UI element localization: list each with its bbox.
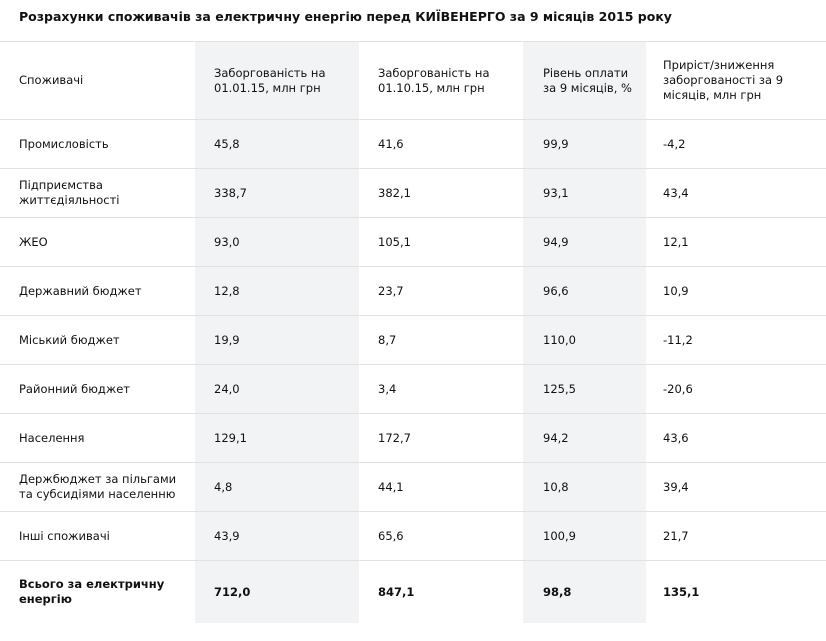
header-debt-change: Приріст/зниження заборгованості за 9 міс…	[646, 41, 826, 120]
total-debt-change: 135,1	[646, 560, 826, 623]
table-row: Державний бюджет 12,8 23,7 96,6 10,9	[0, 266, 826, 316]
table-header-row: Споживачі Заборгованість на 01.01.15, мл…	[0, 41, 826, 120]
row-consumer: Держбюджет за пільгами та субсидіями нас…	[0, 462, 195, 512]
header-debt-start: Заборгованість на 01.01.15, млн грн	[195, 41, 359, 120]
table-row: Промисловість 45,8 41,6 99,9 -4,2	[0, 119, 826, 169]
row-debt-end: 23,7	[359, 266, 523, 316]
row-debt-change: 39,4	[646, 462, 826, 512]
row-debt-change: -20,6	[646, 364, 826, 414]
row-consumer: Державний бюджет	[0, 266, 195, 316]
total-debt-end: 847,1	[359, 560, 523, 623]
row-debt-start: 129,1	[195, 413, 359, 463]
row-payment-level: 96,6	[523, 266, 646, 316]
row-consumer: Міський бюджет	[0, 315, 195, 365]
table-total-row: Всього за електричну енергію 712,0 847,1…	[0, 560, 826, 623]
row-payment-level: 10,8	[523, 462, 646, 512]
row-debt-start: 338,7	[195, 168, 359, 218]
debt-table: Споживачі Заборгованість на 01.01.15, мл…	[0, 41, 826, 623]
total-payment-level: 98,8	[523, 560, 646, 623]
row-consumer: Підприємства життєдіяльності	[0, 168, 195, 218]
row-debt-change: 12,1	[646, 217, 826, 267]
table-title: Розрахунки споживачів за електричну енер…	[19, 9, 672, 24]
total-label: Всього за електричну енергію	[0, 560, 195, 623]
table-row: Інші споживачі 43,9 65,6 100,9 21,7	[0, 511, 826, 561]
row-debt-change: -11,2	[646, 315, 826, 365]
row-payment-level: 94,2	[523, 413, 646, 463]
row-debt-change: -4,2	[646, 119, 826, 169]
row-payment-level: 100,9	[523, 511, 646, 561]
header-payment-level: Рівень оплати за 9 місяців, %	[523, 41, 646, 120]
header-debt-end: Заборгованість на 01.10.15, млн грн	[359, 41, 523, 120]
table-row: Районний бюджет 24,0 3,4 125,5 -20,6	[0, 364, 826, 414]
row-debt-start: 4,8	[195, 462, 359, 512]
row-debt-end: 41,6	[359, 119, 523, 169]
row-debt-end: 44,1	[359, 462, 523, 512]
row-debt-start: 93,0	[195, 217, 359, 267]
row-consumer: ЖЕО	[0, 217, 195, 267]
row-consumer: Районний бюджет	[0, 364, 195, 414]
table-row: Держбюджет за пільгами та субсидіями нас…	[0, 462, 826, 512]
row-debt-end: 3,4	[359, 364, 523, 414]
row-debt-change: 10,9	[646, 266, 826, 316]
row-payment-level: 94,9	[523, 217, 646, 267]
table-row: Підприємства життєдіяльності 338,7 382,1…	[0, 168, 826, 218]
table-row: ЖЕО 93,0 105,1 94,9 12,1	[0, 217, 826, 267]
row-debt-end: 105,1	[359, 217, 523, 267]
row-consumer: Інші споживачі	[0, 511, 195, 561]
row-payment-level: 93,1	[523, 168, 646, 218]
row-debt-start: 43,9	[195, 511, 359, 561]
row-debt-end: 172,7	[359, 413, 523, 463]
row-consumer: Населення	[0, 413, 195, 463]
row-debt-change: 21,7	[646, 511, 826, 561]
row-debt-start: 19,9	[195, 315, 359, 365]
row-debt-change: 43,6	[646, 413, 826, 463]
row-payment-level: 110,0	[523, 315, 646, 365]
row-debt-end: 382,1	[359, 168, 523, 218]
row-debt-start: 45,8	[195, 119, 359, 169]
row-debt-end: 65,6	[359, 511, 523, 561]
table-row: Міський бюджет 19,9 8,7 110,0 -11,2	[0, 315, 826, 365]
row-debt-start: 12,8	[195, 266, 359, 316]
row-debt-change: 43,4	[646, 168, 826, 218]
row-consumer: Промисловість	[0, 119, 195, 169]
row-debt-end: 8,7	[359, 315, 523, 365]
table-row: Населення 129,1 172,7 94,2 43,6	[0, 413, 826, 463]
header-consumers: Споживачі	[0, 41, 195, 120]
total-debt-start: 712,0	[195, 560, 359, 623]
row-payment-level: 99,9	[523, 119, 646, 169]
row-debt-start: 24,0	[195, 364, 359, 414]
row-payment-level: 125,5	[523, 364, 646, 414]
